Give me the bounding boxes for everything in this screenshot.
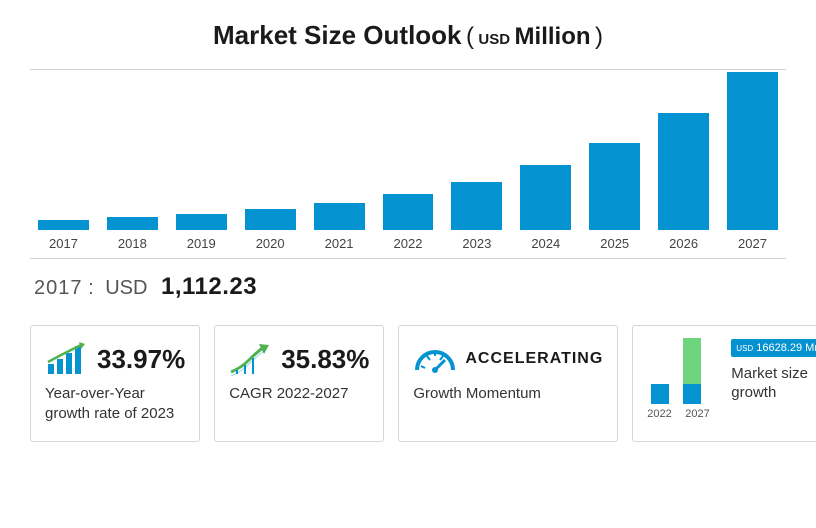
title-unit: Million — [515, 23, 591, 50]
bar-col — [107, 217, 158, 230]
bar-col — [314, 203, 365, 230]
title-paren-close: ) — [595, 23, 603, 50]
speedometer-icon — [413, 342, 455, 376]
mini-x-label: 2027 — [685, 408, 709, 420]
growth-arrow-icon — [229, 342, 271, 376]
mini-x-label: 2022 — [647, 408, 671, 420]
x-axis-label: 2019 — [176, 236, 227, 251]
bar-col — [727, 72, 778, 230]
x-axis-label: 2017 — [38, 236, 89, 251]
stat-cards-row: 33.97% Year-over-Year growth rate of 202… — [30, 325, 786, 442]
yoy-label: Year-over-Year growth rate of 2023 — [45, 384, 185, 423]
bar-growth-icon — [45, 342, 87, 376]
bar — [38, 220, 89, 230]
bar-col — [589, 143, 640, 230]
bar-col — [383, 194, 434, 230]
growth-badge: USD 16628.29 Mn — [731, 339, 816, 357]
cagr-label: CAGR 2022-2027 — [229, 384, 369, 404]
mini-bar-col — [683, 338, 701, 404]
x-axis-label: 2025 — [589, 236, 640, 251]
mini-bar-top — [683, 338, 701, 384]
highlight-value-row: 2017 : USD 1,112.23 — [34, 273, 786, 301]
momentum-label: Growth Momentum — [413, 384, 603, 404]
title-paren-open: ( — [466, 23, 474, 50]
x-axis-label: 2027 — [727, 236, 778, 251]
x-axis-label: 2022 — [383, 236, 434, 251]
x-axis-label: 2023 — [451, 236, 502, 251]
mini-bar-base — [683, 384, 701, 404]
title-currency: USD — [478, 31, 510, 48]
bar-col — [38, 220, 89, 230]
title-main: Market Size Outlook — [213, 20, 462, 50]
highlight-currency: USD — [105, 277, 147, 299]
cagr-card: 35.83% CAGR 2022-2027 — [214, 325, 384, 442]
bar — [245, 209, 296, 230]
highlight-sep: : — [88, 277, 94, 299]
bar — [451, 182, 502, 230]
momentum-card: ACCELERATING Growth Momentum — [398, 325, 618, 442]
bar-col — [245, 209, 296, 230]
bar — [727, 72, 778, 230]
badge-currency: USD — [736, 344, 753, 353]
bar — [589, 143, 640, 230]
x-axis-label: 2026 — [658, 236, 709, 251]
bar — [314, 203, 365, 230]
market-growth-card: 2022 2027 USD 16628.29 Mn Market size gro… — [632, 325, 816, 442]
x-axis-label: 2020 — [245, 236, 296, 251]
x-axis-label: 2018 — [107, 236, 158, 251]
mini-bar-base — [651, 384, 669, 404]
x-axis-label: 2021 — [314, 236, 365, 251]
highlight-amount: 1,112.23 — [161, 273, 257, 300]
mini-growth-chart: 2022 2027 — [643, 338, 721, 420]
highlight-year: 2017 — [34, 277, 83, 299]
mini-bar-col — [651, 384, 669, 404]
growth-label: Market size growth — [731, 365, 816, 403]
bar — [176, 214, 227, 230]
chart-title: Market Size Outlook ( USD Million ) — [30, 20, 786, 51]
market-bar-chart: 2017 2018 2019 2020 2021 2022 2023 2024 2025 2026… — [30, 69, 786, 259]
yoy-value: 33.97% — [97, 344, 185, 375]
bar-col — [451, 182, 502, 230]
bar — [520, 165, 571, 230]
bar — [107, 217, 158, 230]
badge-value: 16628.29 Mn — [756, 342, 816, 354]
momentum-status: ACCELERATING — [465, 350, 603, 368]
bar-col — [658, 113, 709, 230]
bar-col — [520, 165, 571, 230]
bar-col — [176, 214, 227, 230]
cagr-value: 35.83% — [281, 344, 369, 375]
bar — [658, 113, 709, 230]
x-axis-label: 2024 — [520, 236, 571, 251]
yoy-card: 33.97% Year-over-Year growth rate of 202… — [30, 325, 200, 442]
bar — [383, 194, 434, 230]
